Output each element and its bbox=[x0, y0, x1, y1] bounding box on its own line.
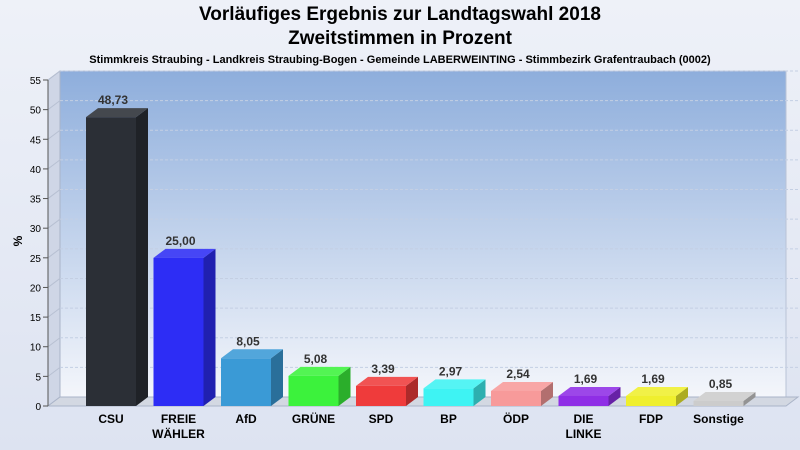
gridline-side bbox=[47, 307, 61, 318]
bar bbox=[153, 257, 204, 406]
bar-top bbox=[423, 379, 486, 389]
bar-group: 0,85 Sonstige bbox=[693, 377, 756, 426]
bar-side bbox=[406, 376, 418, 406]
chart-subtitle: Zweitstimmen in Prozent bbox=[288, 28, 512, 49]
bar bbox=[693, 400, 744, 406]
y-tick-label: 35 bbox=[30, 195, 42, 206]
data-label: 0,85 bbox=[709, 377, 733, 391]
y-tick-label: 0 bbox=[35, 402, 41, 413]
data-label: 8,05 bbox=[236, 334, 260, 348]
bar-side bbox=[608, 386, 621, 406]
data-label: 3,39 bbox=[371, 362, 395, 376]
bar-group: 2,54 ÖDP bbox=[491, 367, 553, 426]
y-tick-label: 40 bbox=[30, 165, 42, 176]
bar-top bbox=[356, 376, 418, 386]
bar bbox=[423, 388, 474, 406]
bars: 48,73 CSU 25,00 FREIE WÄHLER 8,05 AfD 5,08 GRÜNE… bbox=[86, 93, 756, 441]
data-label: 5,08 bbox=[304, 352, 328, 366]
bar-group: 2,97 BP bbox=[423, 364, 486, 426]
y-axis: 0 5 10 15 20 25 30 35 40 45 50 55 bbox=[30, 76, 49, 413]
bar bbox=[558, 395, 609, 406]
bar-top bbox=[626, 386, 688, 396]
bar-group: 1,69 DIE LINKE bbox=[558, 372, 621, 441]
data-label: 48,73 bbox=[98, 93, 128, 107]
gridline-side bbox=[47, 248, 61, 259]
x-tick-label: FREIE WÄHLER bbox=[152, 412, 205, 441]
bar-group: 3,39 SPD bbox=[356, 362, 418, 426]
x-tick-label: Sonstige bbox=[693, 412, 744, 426]
x-tick-label: BP bbox=[440, 412, 457, 426]
bar-group: 1,69 FDP bbox=[626, 372, 688, 426]
y-axis-label: % bbox=[11, 235, 25, 246]
chart-title: Vorläufiges Ergebnis zur Landtagswahl 20… bbox=[199, 4, 601, 25]
bar-top bbox=[558, 386, 621, 396]
chart-caption: Stimmkreis Straubing - Landkreis Straubi… bbox=[89, 54, 711, 66]
bar-top bbox=[86, 108, 148, 118]
data-label: 25,00 bbox=[165, 234, 195, 248]
bar-side bbox=[271, 349, 283, 406]
bar bbox=[626, 395, 676, 406]
gridline-side bbox=[47, 337, 61, 348]
plot-side-wall bbox=[47, 70, 61, 407]
bar bbox=[356, 385, 406, 406]
x-tick-label: GRÜNE bbox=[292, 411, 335, 426]
x-tick-label: DIE LINKE bbox=[566, 412, 602, 441]
data-label: 1,69 bbox=[574, 372, 598, 386]
bar-top bbox=[153, 248, 216, 258]
bar-side bbox=[743, 391, 756, 406]
y-tick-label: 45 bbox=[30, 135, 42, 146]
bar-group: 25,00 FREIE WÄHLER bbox=[152, 234, 216, 441]
bar-top bbox=[491, 381, 553, 391]
y-tick-label: 20 bbox=[30, 283, 42, 294]
bar bbox=[491, 390, 541, 406]
gridline-side bbox=[47, 159, 61, 170]
gridline-side bbox=[47, 100, 61, 111]
y-tick-label: 25 bbox=[30, 254, 42, 265]
bar bbox=[86, 117, 136, 406]
bar-side bbox=[203, 248, 216, 406]
x-tick-label: ÖDP bbox=[503, 411, 529, 426]
bar-top bbox=[693, 391, 756, 401]
bar-group: 5,08 GRÜNE bbox=[288, 352, 351, 426]
bar-group: 48,73 CSU bbox=[86, 93, 148, 426]
bar-side bbox=[473, 379, 486, 406]
gridline-side bbox=[47, 70, 61, 81]
gridline-side bbox=[47, 189, 61, 199]
gridline-side bbox=[47, 129, 61, 140]
y-tick-label: 10 bbox=[30, 343, 42, 354]
y-tick-label: 15 bbox=[30, 313, 42, 324]
bar-group: 8,05 AfD bbox=[221, 334, 283, 426]
gridline-side bbox=[47, 218, 61, 229]
data-label: 1,69 bbox=[641, 372, 665, 386]
data-label: 2,97 bbox=[439, 364, 463, 378]
bar-side bbox=[541, 381, 553, 406]
x-tick-label: AfD bbox=[235, 412, 257, 426]
data-label: 2,54 bbox=[506, 367, 530, 381]
bar-side bbox=[136, 108, 148, 406]
y-tick-label: 55 bbox=[30, 76, 42, 87]
x-tick-label: SPD bbox=[369, 412, 394, 426]
x-tick-label: FDP bbox=[639, 412, 663, 426]
bar-side bbox=[676, 386, 688, 406]
bar bbox=[288, 375, 339, 406]
x-tick-label: CSU bbox=[98, 412, 123, 426]
bar bbox=[221, 358, 271, 406]
bar-top bbox=[221, 349, 283, 359]
gridline-side bbox=[47, 366, 61, 377]
y-tick-label: 5 bbox=[35, 372, 41, 383]
y-tick-label: 50 bbox=[30, 106, 42, 117]
bar-top bbox=[288, 366, 351, 376]
bar-side bbox=[338, 366, 351, 406]
gridline-side bbox=[47, 278, 61, 288]
y-tick-label: 30 bbox=[30, 224, 42, 235]
